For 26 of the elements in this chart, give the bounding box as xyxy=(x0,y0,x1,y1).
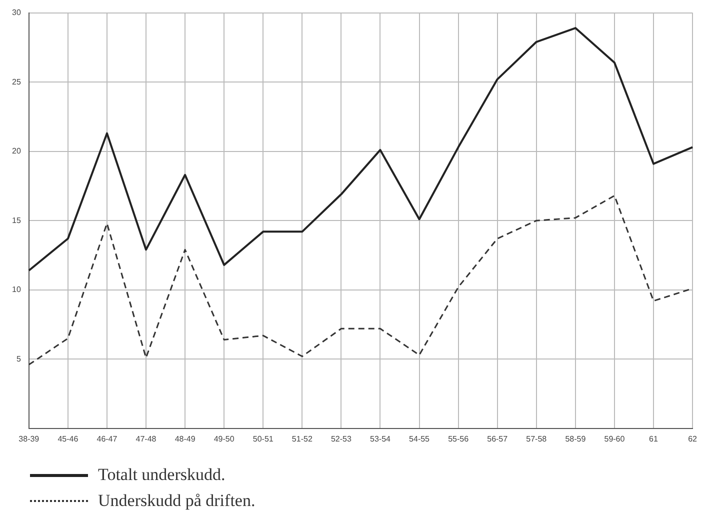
x-tick-label: 61 xyxy=(649,434,659,444)
x-tick-label: 51-52 xyxy=(292,434,313,444)
y-tick-label: 25 xyxy=(12,77,22,86)
x-tick-label: 52-53 xyxy=(330,434,352,444)
x-tick-label: 59-60 xyxy=(604,434,626,444)
x-tick-label: 50-51 xyxy=(252,434,274,444)
legend-label: Totalt underskudd. xyxy=(98,465,226,485)
x-tick-label: 49-50 xyxy=(214,434,235,444)
x-tick-label: 58-59 xyxy=(565,434,586,444)
x-tick-label: 53-54 xyxy=(370,434,392,444)
y-tick-label: 20 xyxy=(12,146,22,156)
x-tick-label: 46-47 xyxy=(96,434,118,444)
y-tick-label: 15 xyxy=(12,216,22,225)
x-tick-label: 55-56 xyxy=(448,434,470,444)
x-tick-label: 45-46 xyxy=(58,434,79,444)
legend-label: Underskudd på driften. xyxy=(98,491,256,511)
x-tick-label: 57-58 xyxy=(526,434,548,444)
x-tick-label: 38-39 xyxy=(18,434,40,444)
y-tick-label: 5 xyxy=(16,354,22,364)
x-tick-label: 47-48 xyxy=(136,434,157,444)
x-tick-label: 62 xyxy=(688,434,698,444)
y-tick-label: 10 xyxy=(12,285,22,294)
x-tick-label: 54-55 xyxy=(409,434,430,444)
y-tick-label: 30 xyxy=(12,8,22,18)
x-tick-label: 56-57 xyxy=(487,434,508,444)
x-tick-label: 48-49 xyxy=(174,434,196,444)
